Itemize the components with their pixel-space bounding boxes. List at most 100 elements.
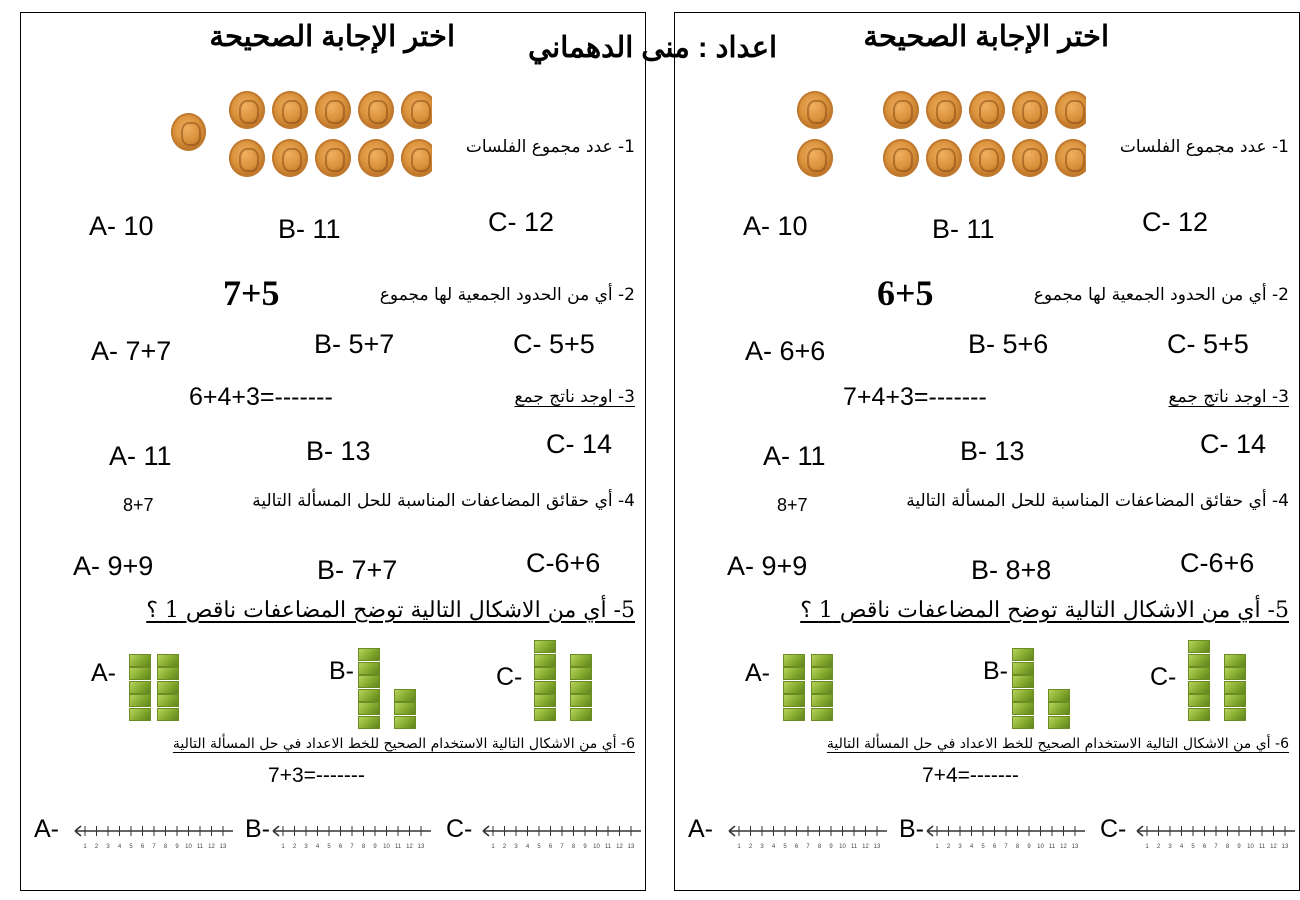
cube-icon [394,715,416,729]
number-line-option-label: B- [899,815,924,843]
coin-icon [926,139,962,177]
coin-icon [272,91,308,129]
cube-icon [394,688,416,702]
answer-option: C- 5+5 [1167,329,1249,359]
cube-column [1048,688,1070,730]
worksheet-page: اختر الإجابة الصحيحة 1- عدد مجموع الفلسات… [20,12,646,891]
number-line-label: 4 [772,844,776,850]
number-line-label: 4 [970,844,974,850]
number-line-label: 10 [185,844,192,850]
number-line-label: 8 [362,844,366,850]
number-line-label: 2 [293,844,297,850]
question-6-expression: 7+4=------- [922,764,1019,787]
coin-icon [883,139,919,177]
number-line-label: 7 [350,844,354,850]
number-line-label: 10 [1247,844,1254,850]
number-line-label: 11 [197,844,204,850]
coin-icon [797,91,833,129]
block-option-label: C- [496,663,523,691]
cube-icon [1048,702,1070,715]
number-line-label: 13 [1282,844,1289,850]
cube-column [1012,648,1034,729]
coin-icon [926,91,962,129]
question-2-sum: 7+5 [223,273,280,313]
number-line-label: 1 [491,844,495,850]
number-line-label: 12 [616,844,623,850]
cube-icon [570,694,592,707]
number-line-label: 9 [373,844,377,850]
number-line: 1 2 3 4 5 6 7 8 9 10 11 12 13 [1136,825,1295,850]
number-line-label: 11 [395,844,402,850]
number-line-label: 9 [175,844,179,850]
number-line-label: 2 [95,844,99,850]
number-line-label: 13 [220,844,227,850]
number-line-label: 9 [829,844,833,850]
number-line-option-label: C- [446,815,473,843]
cube-icon [570,680,592,694]
answer-option: B- 5+6 [968,329,1049,359]
cube-icon [358,648,380,661]
question-6: 6- أي من الاشكال التالية الاستخدام الصحي… [826,736,1289,752]
cube-icon [1188,680,1210,694]
cube-icon [534,694,556,707]
question-3-expression: 7+4+3=------- [843,383,987,411]
number-line-label: 2 [503,844,507,850]
number-line-label: 2 [749,844,753,850]
cube-column [534,640,556,721]
number-line: 1 2 3 4 5 6 7 8 9 10 11 12 13 [74,825,233,850]
question-6-expression: 7+3=------- [268,764,365,787]
number-line-label: 3 [958,844,962,850]
block-option-label: B- [329,657,354,685]
cube-column [129,653,151,722]
number-line-label: 8 [1226,844,1230,850]
cube-icon [358,702,380,715]
number-line-label: 4 [118,844,122,850]
number-line-option-label: A- [688,815,713,843]
coin-icon [229,91,265,129]
number-line-label: 11 [1259,844,1266,850]
coin-icon [229,139,265,177]
cube-icon [157,667,179,680]
cube-icon [394,702,416,715]
answer-option: B- 13 [306,436,371,466]
cube-icon [129,694,151,707]
cube-icon [811,694,833,707]
cube-icon [1224,653,1246,667]
question-2-sum: 6+5 [877,273,934,313]
cube-column [394,688,416,730]
cube-icon [1012,648,1034,661]
number-line-label: 1 [1145,844,1149,850]
cube-icon [534,707,556,721]
cube-icon [570,667,592,680]
number-line-label: 12 [406,844,413,850]
coin-icon [358,91,394,129]
cube-icon [358,661,380,675]
number-line-label: 3 [760,844,764,850]
cube-icon [129,707,151,721]
coin-icon [315,91,351,129]
question-4-expression: 8+7 [777,495,808,515]
answer-option: C-6+6 [526,548,601,578]
number-line-label: 2 [1157,844,1161,850]
answer-option: A- 7+7 [91,336,172,366]
cube-icon [1224,707,1246,721]
answer-option: A- 6+6 [745,336,826,366]
cube-column [157,653,179,722]
question-4: 4- أي حقائق المضاعفات المناسبة للحل المس… [252,491,635,511]
cube-icon [358,688,380,702]
number-line: 1 2 3 4 5 6 7 8 9 10 11 12 13 [728,825,887,850]
number-line-label: 6 [339,844,343,850]
question-4: 4- أي حقائق المضاعفات المناسبة للحل المس… [906,491,1289,511]
cube-icon [1224,667,1246,680]
number-line-label: 12 [1060,844,1067,850]
number-line-label: 10 [1037,844,1044,850]
number-line-label: 5 [537,844,541,850]
number-line-option-label: C- [1100,815,1127,843]
cube-icon [1048,715,1070,729]
coin-icon [1055,139,1086,177]
coin-icon [969,139,1005,177]
number-line-label: 4 [1180,844,1184,850]
cube-icon [1188,653,1210,667]
cube-icon [1012,715,1034,729]
cube-icon [783,680,805,694]
